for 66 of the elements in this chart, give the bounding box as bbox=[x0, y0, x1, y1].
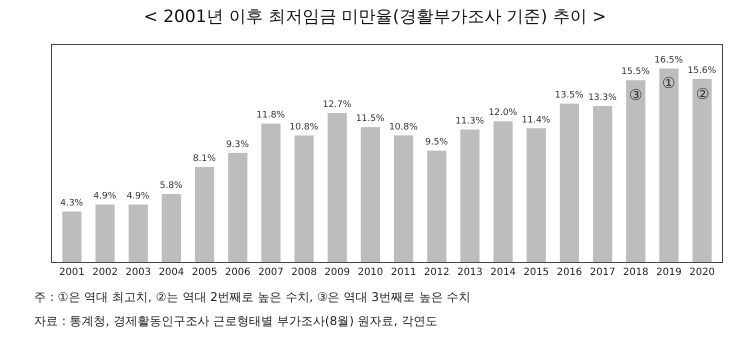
data-label: 16.5% bbox=[654, 55, 684, 66]
data-label: 11.3% bbox=[455, 116, 484, 126]
data-label: 11.4% bbox=[522, 115, 551, 126]
data-label: 13.5% bbox=[554, 90, 584, 101]
annotation: ③ bbox=[629, 86, 642, 104]
x-tick-label: 2020 bbox=[689, 267, 715, 278]
bar bbox=[62, 212, 82, 262]
data-label: 11.5% bbox=[356, 114, 385, 124]
bar bbox=[394, 135, 414, 262]
bar bbox=[328, 113, 347, 262]
x-tick-label: 2015 bbox=[524, 267, 549, 278]
x-tick-label: 2017 bbox=[590, 267, 616, 278]
annotation: ② bbox=[696, 85, 710, 103]
x-tick-label: 2002 bbox=[92, 267, 118, 278]
text: 주 : ①은 역대 최고치, ②는 역대 2번째로 높은 수치, ③은 역대 3번째로 높은 수치 bbox=[34, 290, 471, 304]
x-tick-label: 2001 bbox=[59, 267, 85, 278]
bar bbox=[493, 121, 513, 262]
x-tick-label: 2013 bbox=[457, 267, 483, 278]
x-tick-label: 2003 bbox=[126, 267, 151, 278]
x-tick-label: 2012 bbox=[424, 267, 450, 278]
x-tick-label: 2005 bbox=[192, 267, 218, 278]
data-label: 9.5% bbox=[425, 138, 448, 148]
data-label: 9.3% bbox=[226, 140, 250, 150]
bar bbox=[128, 204, 148, 262]
bar bbox=[526, 128, 546, 262]
data-label: 11.8% bbox=[256, 110, 286, 121]
data-label: 4.9% bbox=[126, 192, 150, 202]
annotation: ① bbox=[662, 74, 676, 92]
data-label: 4.3% bbox=[60, 198, 84, 209]
data-label: 5.8% bbox=[160, 180, 184, 191]
bar bbox=[560, 104, 580, 262]
x-tick-label: 2006 bbox=[225, 267, 250, 278]
bar bbox=[460, 129, 480, 262]
bar bbox=[659, 68, 679, 262]
data-label: 10.8% bbox=[389, 122, 418, 132]
bar bbox=[427, 150, 446, 262]
text: 자료 : 통계청, 경제활동인구조사 근로형태별 부가조사(8월) 원자료, 각연도 bbox=[34, 314, 438, 328]
x-tick-label: 2019 bbox=[656, 267, 682, 278]
x-tick-label: 2008 bbox=[291, 267, 317, 278]
chart-title: < 2001년 이후 최저임금 미만율(경활부가조사 기준) 추이 > bbox=[144, 7, 606, 28]
x-tick-label: 2018 bbox=[623, 267, 648, 278]
data-label: 12.0% bbox=[488, 108, 518, 118]
x-tick-label: 2009 bbox=[324, 267, 350, 278]
x-tick-label: 2016 bbox=[556, 267, 582, 278]
data-label: 10.8% bbox=[290, 122, 319, 132]
data-label: 15.6% bbox=[688, 66, 717, 76]
bar bbox=[692, 79, 712, 262]
data-label: 15.5% bbox=[621, 67, 650, 78]
x-tick-label: 2010 bbox=[358, 267, 384, 278]
bar bbox=[162, 194, 182, 262]
bar bbox=[294, 135, 314, 262]
data-label: 12.7% bbox=[322, 100, 352, 110]
x-tick-label: 2007 bbox=[258, 267, 284, 278]
bar bbox=[95, 204, 115, 262]
bar bbox=[592, 106, 612, 262]
x-tick-label: 2011 bbox=[390, 267, 416, 278]
x-tick-label: 2014 bbox=[490, 267, 516, 278]
x-tick-label: 2004 bbox=[158, 267, 184, 278]
bar bbox=[194, 166, 214, 262]
bar bbox=[228, 152, 248, 262]
data-label: 8.1% bbox=[192, 154, 216, 164]
data-label: 4.9% bbox=[93, 192, 117, 202]
bar bbox=[261, 124, 281, 262]
bar bbox=[626, 80, 646, 262]
bar bbox=[360, 127, 380, 262]
data-label: 13.3% bbox=[588, 92, 618, 103]
